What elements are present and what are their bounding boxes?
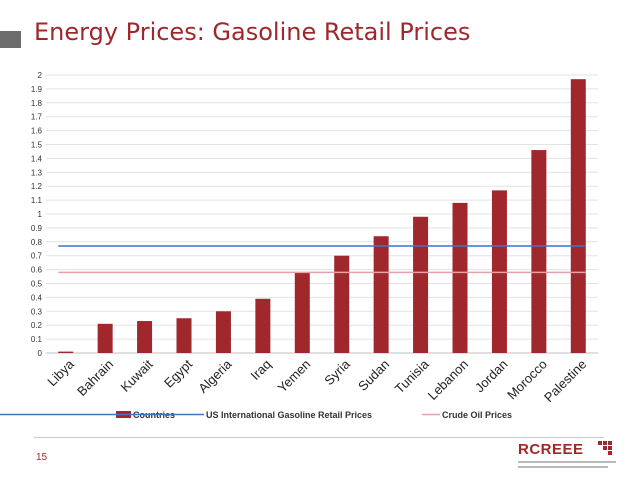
x-tick-label: Egypt <box>161 356 195 390</box>
footer-divider <box>34 437 604 438</box>
y-tick-label: 0.5 <box>31 280 43 289</box>
logo-subtitle-line <box>518 461 616 463</box>
bar-chart: 0 0.1 0.2 0.3 0.4 0.5 0.6 0.7 0.8 0.9 1 1.1 1.2 1.3 1.… <box>0 71 598 420</box>
logo-text: RCREEE <box>518 441 584 458</box>
bar-syria <box>334 255 350 353</box>
y-tick-label: 0.3 <box>31 307 43 316</box>
x-tick-label: Kuwait <box>117 356 155 394</box>
bar-algeria <box>215 311 231 353</box>
x-tick-label: Yemen <box>275 357 314 396</box>
bar-tunisia <box>413 216 429 353</box>
bar-palestine <box>570 79 586 354</box>
title-accent-bar <box>0 31 21 48</box>
x-tick-label: Palestine <box>541 357 589 405</box>
y-tick-label: 1.6 <box>31 127 43 136</box>
bar-iraq <box>255 298 271 353</box>
rcreee-logo: RCREEE <box>518 441 618 471</box>
bar-egypt <box>176 318 192 353</box>
bar-bahrain <box>97 323 113 353</box>
x-tick-label: Iraq <box>248 357 274 383</box>
x-tick-label: Libya <box>44 356 77 389</box>
y-tick-label: 0.8 <box>31 238 43 247</box>
y-tick-label: 0.6 <box>31 266 43 275</box>
bar-libya <box>58 351 74 353</box>
x-tick-label: Sudan <box>355 357 392 394</box>
y-tick-label: 1.2 <box>31 182 43 191</box>
x-tick-label: Bahrain <box>74 357 116 399</box>
x-tick-label: Syria <box>321 356 353 388</box>
legend-label-us: US International Gasoline Retail Prices <box>206 410 372 420</box>
y-tick-label: 0.4 <box>31 293 43 302</box>
y-axis-ticks: 0 0.1 0.2 0.3 0.4 0.5 0.6 0.7 0.8 0.9 1 1.1 1.2 1.3 1.… <box>31 71 43 358</box>
bar-lebanon <box>452 202 468 353</box>
y-tick-label: 1.9 <box>31 85 43 94</box>
y-tick-label: 1.1 <box>31 196 43 205</box>
bar-kuwait <box>137 321 153 353</box>
y-tick-label: 0.2 <box>31 321 43 330</box>
y-tick-label: 0.9 <box>31 224 43 233</box>
y-tick-label: 1.4 <box>31 154 43 163</box>
legend-label-crude: Crude Oil Prices <box>442 410 512 420</box>
legend: Countries US International Gasoline Reta… <box>0 410 512 420</box>
page-number: 15 <box>36 452 48 463</box>
x-tick-label: Jordan <box>472 357 511 396</box>
bars <box>58 79 586 354</box>
x-tick-label: Lebanon <box>425 357 471 403</box>
gridlines <box>46 74 598 354</box>
y-tick-label: 0 <box>38 349 43 358</box>
y-tick-label: 0.1 <box>31 335 43 344</box>
y-tick-label: 0.7 <box>31 252 43 261</box>
x-tick-label: Algeria <box>195 356 235 396</box>
y-tick-label: 2 <box>38 71 43 80</box>
y-tick-label: 1.5 <box>31 141 43 150</box>
y-tick-label: 1.8 <box>31 99 43 108</box>
bar-morocco <box>531 150 547 353</box>
slide-title: Energy Prices: Gasoline Retail Prices <box>34 18 471 46</box>
bar-yemen <box>294 272 310 353</box>
y-tick-label: 1.3 <box>31 168 43 177</box>
logo-squares-icon <box>598 441 618 455</box>
y-tick-label: 1 <box>38 210 43 219</box>
logo-subtitle-line <box>518 466 608 468</box>
bar-sudan <box>373 236 389 353</box>
y-tick-label: 1.7 <box>31 113 43 122</box>
reference-lines <box>58 245 586 274</box>
